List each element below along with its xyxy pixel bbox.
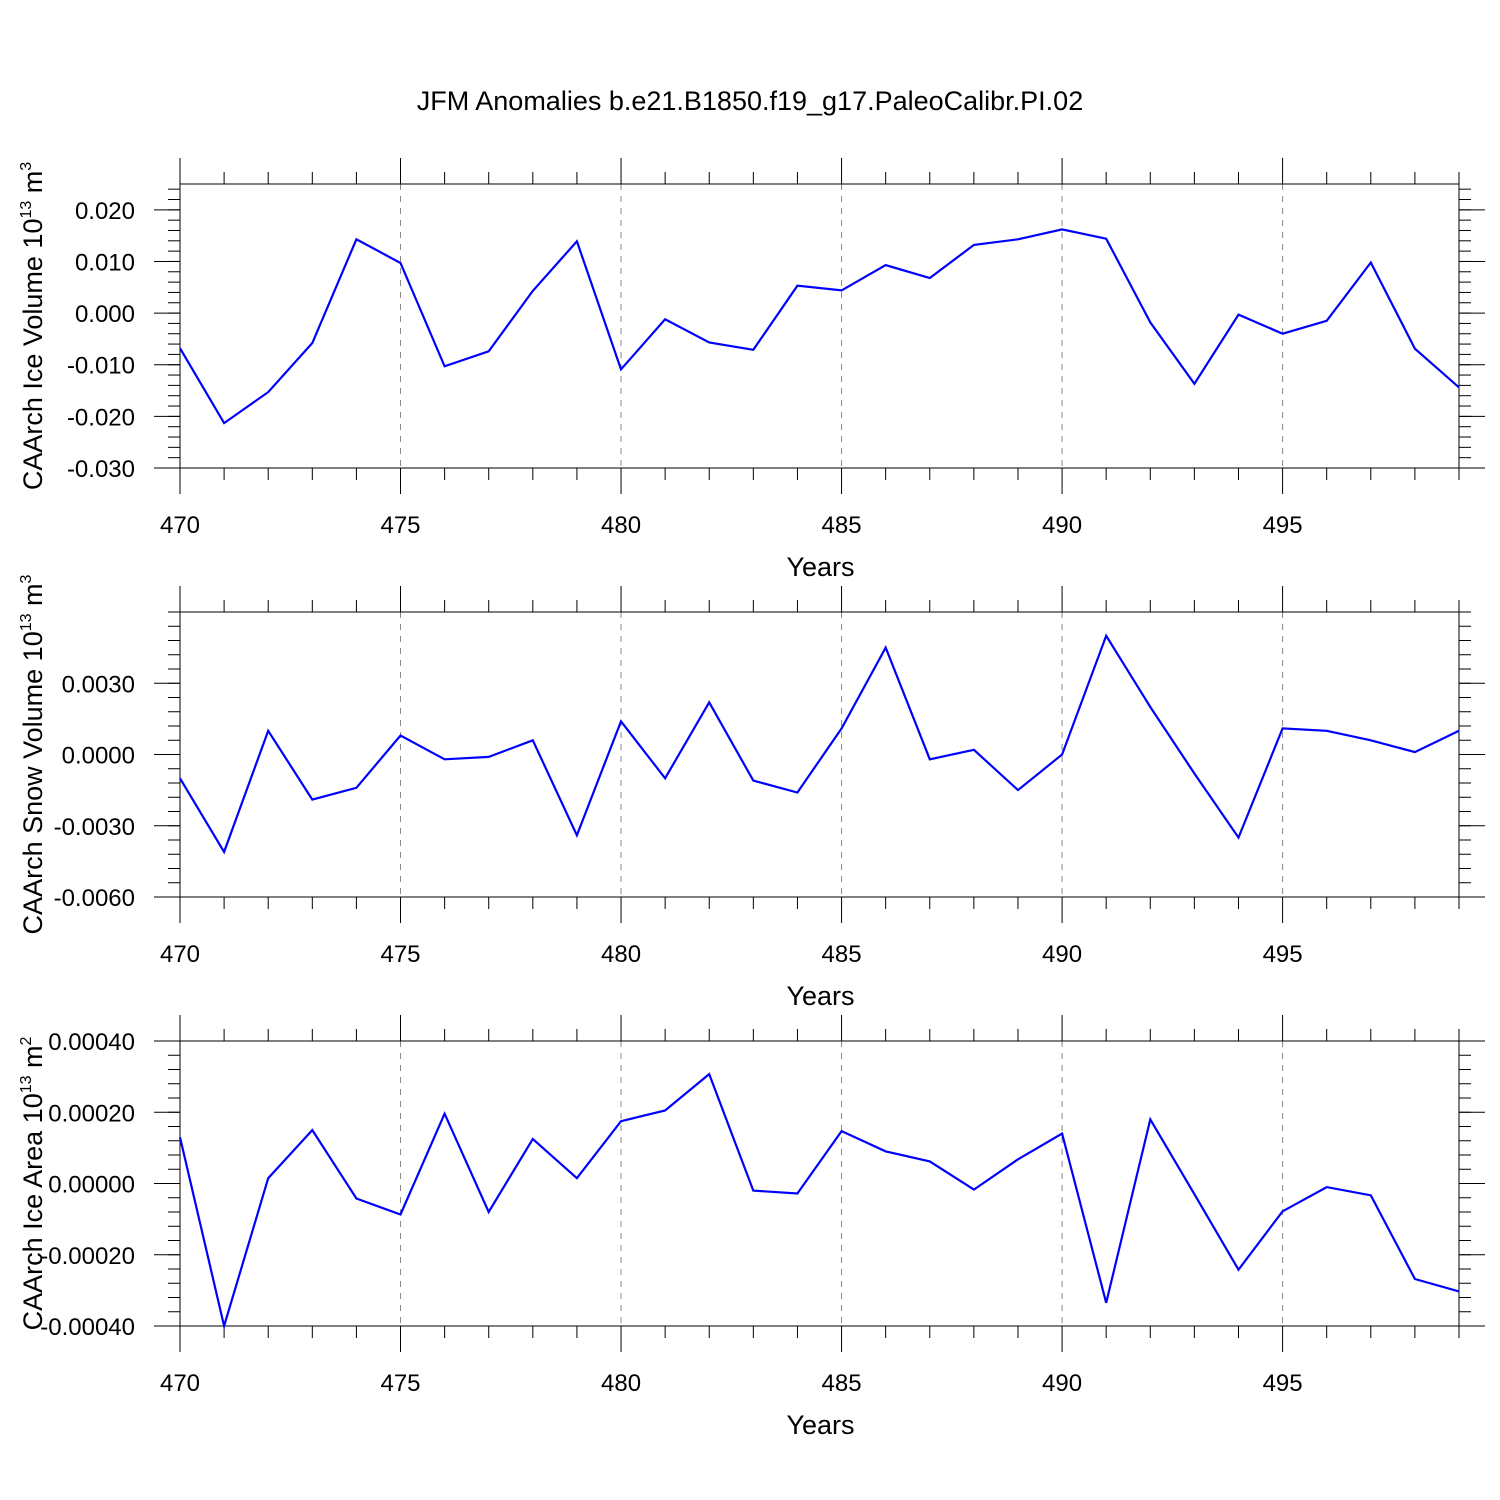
x-tick-label: 485 (822, 512, 862, 539)
y-tick-label: 0.00020 (48, 1100, 135, 1127)
y-axis-label-superscript: 13 (18, 201, 35, 219)
y-tick-label: 0.010 (75, 249, 135, 276)
y-tick-label: -0.020 (67, 404, 135, 431)
x-tick-label: 475 (380, 512, 420, 539)
y-tick-label: 0.00000 (48, 1172, 135, 1199)
x-tick-label: 485 (822, 1370, 862, 1397)
y-axis-label-superscript: 13 (18, 1075, 35, 1093)
chart-panel-2: 470 475 480 485 490 495 -0.0060 -0.0030 0.0000 0.… (18, 574, 1485, 1011)
y-axis-label: CAArch Ice Area 1013 m2 (18, 1036, 48, 1330)
y-tick-label: -0.00040 (40, 1314, 135, 1341)
y-tick-label: -0.030 (67, 456, 135, 483)
x-tick-label: 485 (822, 941, 862, 968)
y-tick-label: 0.0000 (62, 743, 135, 770)
x-tick-label: 470 (160, 1370, 200, 1397)
x-tick-label: 470 (160, 512, 200, 539)
series-line (179, 228, 1460, 425)
x-axis-label: Years (786, 1410, 854, 1440)
y-tick-label: 0.000 (75, 301, 135, 328)
y-axis-label-superscript: 3 (18, 574, 35, 583)
x-tick-label: 480 (601, 941, 641, 968)
y-axis-label-text: CAArch Snow Volume 10 (18, 631, 48, 934)
x-tick-label: 470 (160, 941, 200, 968)
x-tick-label: 495 (1263, 1370, 1303, 1397)
x-tick-label: 490 (1042, 512, 1082, 539)
x-tick-label: 490 (1042, 941, 1082, 968)
y-tick-label: 0.00040 (48, 1029, 135, 1056)
series-line (179, 633, 1460, 855)
x-tick-label: 480 (601, 1370, 641, 1397)
x-axis-label: Years (786, 981, 854, 1011)
y-tick-label: -0.010 (67, 353, 135, 380)
chart-title: JFM Anomalies b.e21.B1850.f19_g17.PaleoC… (417, 86, 1083, 116)
y-axis-label-text: m (18, 583, 48, 613)
x-axis-label: Years (786, 552, 854, 582)
plot-frame (179, 183, 1460, 469)
x-tick-label: 475 (380, 941, 420, 968)
y-axis-label-superscript: 13 (18, 613, 35, 631)
chart-panel-1: 470 475 480 485 490 495 -0.030 -0.020 -0.010 0.00… (18, 158, 1485, 582)
y-axis-label: CAArch Ice Volume 1013 m3 (18, 162, 48, 490)
y-tick-label: 0.020 (75, 198, 135, 225)
y-tick-label: -0.0060 (54, 885, 135, 912)
y-axis-label-superscript: 3 (18, 162, 35, 171)
chart-panel-3: 470 475 480 485 490 495 -0.00040 -0.00020 0.0000… (18, 1015, 1485, 1440)
chart-panels: 470 475 480 485 490 495 -0.030 -0.020 -0.010 0.00… (18, 158, 1485, 1440)
y-axis-label-text: CAArch Ice Area 10 (18, 1093, 48, 1330)
plot-frame (179, 611, 1460, 898)
y-axis-label-text: m (18, 1045, 48, 1075)
y-axis-label-superscript: 2 (18, 1036, 35, 1045)
y-tick-label: -0.00020 (40, 1243, 135, 1270)
y-tick-label: -0.0030 (54, 814, 135, 841)
x-tick-label: 480 (601, 512, 641, 539)
plot-frame (179, 1040, 1460, 1327)
series-line (178, 1072, 1460, 1331)
y-axis-label-text: m (18, 171, 48, 201)
x-tick-label: 475 (380, 1370, 420, 1397)
y-axis-label-text: CAArch Ice Volume 10 (18, 219, 48, 491)
y-tick-label: 0.0030 (62, 671, 135, 698)
x-tick-label: 495 (1263, 941, 1303, 968)
x-tick-label: 495 (1263, 512, 1303, 539)
y-axis-label: CAArch Snow Volume 1013 m3 (18, 574, 48, 934)
x-tick-label: 490 (1042, 1370, 1082, 1397)
